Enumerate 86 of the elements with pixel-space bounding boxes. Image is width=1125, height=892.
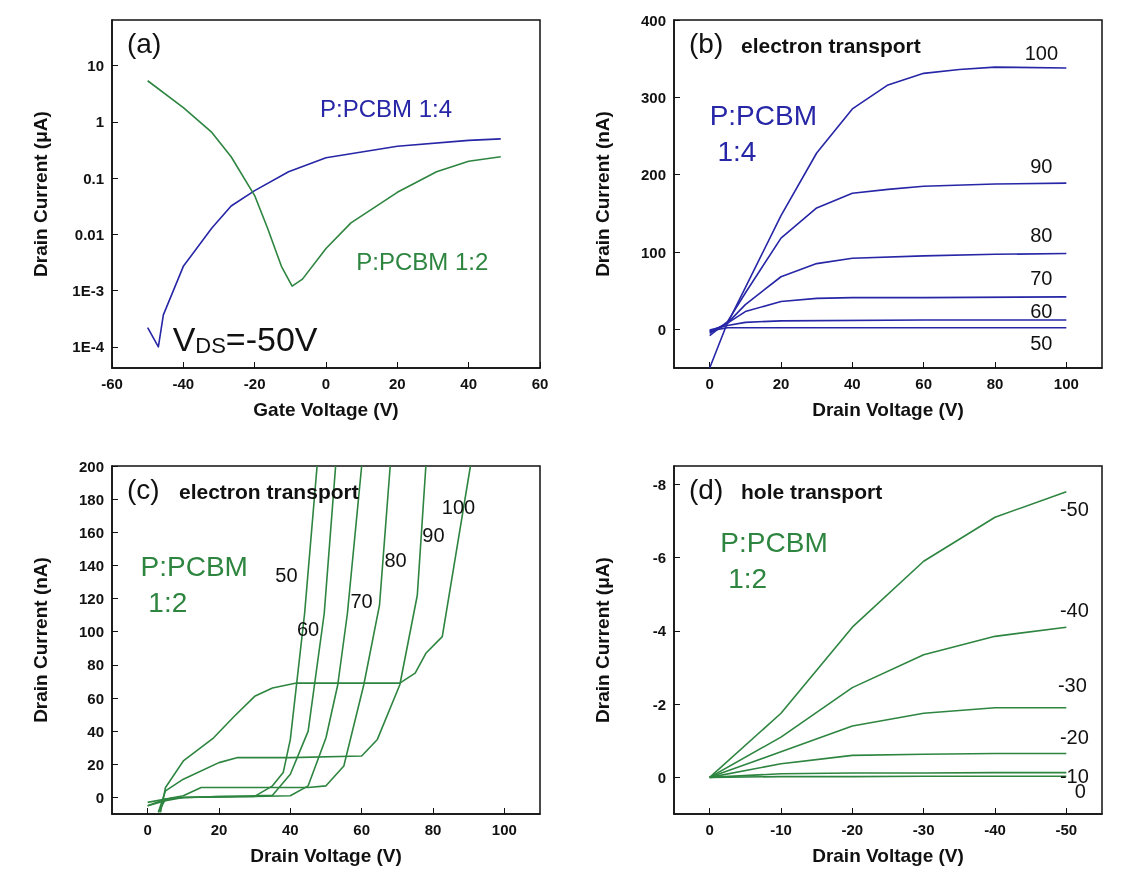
y-tick-label: 0 [657, 320, 666, 338]
y-tick-label: 400 [640, 11, 666, 29]
x-tick-label: 20 [210, 821, 228, 838]
annotation: P:PCBM 1:4 [709, 99, 818, 167]
y-axis-title: Drain Current (μA) [592, 557, 613, 723]
y-tick-label: 100 [78, 623, 104, 641]
x-tick-label: 20 [772, 375, 790, 392]
x-axis-title: Gate Voltage (V) [253, 399, 399, 420]
x-axis-title: Drain Voltage (V) [812, 399, 964, 420]
chart-title: (b) [689, 27, 724, 59]
y-tick-label: 200 [78, 457, 104, 475]
x-axis-title: Drain Voltage (V) [812, 845, 964, 866]
x-tick-label: -60 [101, 375, 123, 392]
series-label: 70 [350, 590, 373, 613]
series-label: 90 [422, 524, 445, 547]
chart-title: (a) [127, 27, 162, 59]
y-tick-label: 1E-4 [72, 338, 105, 356]
x-tick-label: -40 [984, 821, 1006, 838]
y-tick-label: 180 [78, 490, 104, 508]
x-tick-label: -10 [770, 821, 792, 838]
y-tick-label: 100 [640, 243, 666, 261]
x-tick-label: 80 [986, 375, 1004, 392]
chart-title: (d) [689, 473, 724, 505]
annotation: VDS=-50V [172, 319, 318, 359]
y-tick-label: 120 [78, 590, 104, 608]
series-label: 50 [1030, 331, 1053, 354]
x-tick-label: 0 [705, 821, 714, 838]
y-tick-label: 10 [87, 57, 104, 75]
y-axis-title: Drain Current (nA) [30, 557, 51, 723]
x-tick-label: -30 [912, 821, 935, 838]
series-label: 100 [1024, 41, 1059, 64]
y-tick-label: -8 [652, 475, 666, 493]
y-tick-label: 60 [87, 689, 104, 707]
y-tick-label: -2 [652, 695, 666, 713]
y-tick-label: 20 [87, 755, 104, 773]
y-tick-label: 0.01 [74, 225, 104, 243]
y-axis-title: Drain Current (nA) [592, 111, 613, 277]
x-tick-label: 60 [915, 375, 933, 392]
x-tick-label: -40 [172, 375, 195, 392]
y-tick-label: 40 [87, 722, 104, 740]
y-tick-label: -6 [652, 549, 666, 567]
series-label: 70 [1030, 266, 1053, 289]
text: electron transport [741, 34, 921, 57]
y-tick-label: 300 [640, 88, 666, 106]
y-tick-label: 140 [78, 556, 104, 574]
series-label: 90 [1030, 155, 1053, 178]
series-label: -20 [1059, 725, 1089, 748]
series-label: 80 [1030, 223, 1053, 246]
series-label: P:PCBM 1:4 [319, 95, 453, 123]
y-tick-label: 1 [95, 113, 104, 131]
series-label: 60 [1030, 300, 1053, 323]
x-tick-label: 0 [321, 375, 331, 392]
x-tick-label: 60 [353, 821, 371, 838]
text: hole transport [741, 480, 883, 503]
y-tick-label: 1E-3 [72, 282, 104, 300]
y-tick-label: 0 [657, 768, 666, 786]
y-tick-label: 80 [87, 656, 104, 674]
x-tick-label: 100 [491, 821, 517, 838]
y-tick-label: 200 [640, 166, 666, 184]
annotation: P:PCBM 1:2 [140, 551, 248, 619]
x-tick-label: -50 [1055, 821, 1078, 838]
series-label: 80 [384, 549, 407, 572]
x-tick-label: 20 [388, 375, 406, 392]
x-tick-label: 60 [531, 375, 549, 392]
chart-title: (c) [127, 473, 160, 505]
y-axis-title: Drain Current (μA) [30, 111, 51, 277]
series-label: 50 [275, 564, 298, 587]
y-tick-label: 0 [95, 788, 104, 806]
series-label: -50 [1059, 497, 1089, 520]
series-label: -40 [1059, 599, 1089, 622]
annotation: P:PCBM 1:2 [720, 527, 828, 595]
y-tick-label: 160 [78, 523, 104, 541]
x-tick-label: 0 [143, 821, 152, 838]
y-tick-label: 0.1 [83, 169, 104, 187]
x-axis-title: Drain Voltage (V) [250, 845, 402, 866]
x-tick-label: 0 [705, 375, 714, 392]
x-tick-label: 100 [1053, 375, 1079, 392]
series-label: -30 [1057, 673, 1087, 696]
x-tick-label: -20 [841, 821, 864, 838]
x-tick-label: 80 [424, 821, 442, 838]
y-tick-label: -4 [652, 622, 667, 640]
x-tick-label: 40 [843, 375, 861, 392]
x-tick-label: 40 [281, 821, 299, 838]
x-tick-label: -20 [243, 375, 266, 392]
series-label: P:PCBM 1:2 [356, 247, 489, 275]
x-tick-label: 40 [460, 375, 478, 392]
